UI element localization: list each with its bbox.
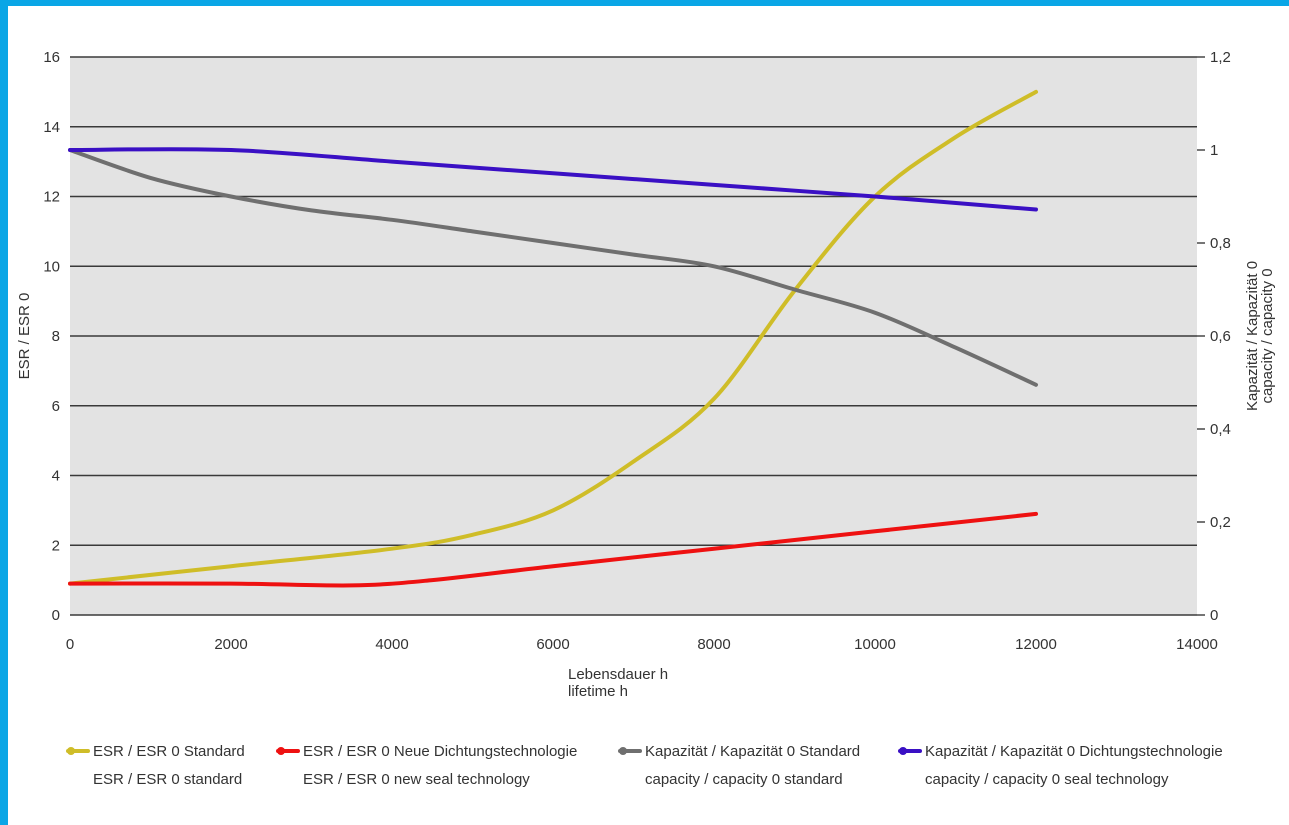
x-tick-label: 0 bbox=[66, 636, 74, 653]
y-left-tick-label: 8 bbox=[52, 328, 60, 345]
series-line-capacity-standard bbox=[68, 148, 1038, 387]
y-right-tick-label: 1 bbox=[1210, 142, 1218, 159]
y-left-tick-label: 0 bbox=[52, 607, 60, 624]
legend-label-en-capacity-seal: capacity / capacity 0 seal technology bbox=[925, 771, 1169, 788]
y-right-tick-label: 0,6 bbox=[1210, 328, 1231, 345]
y-right-axis-title: Kapazität / Kapazität 0 bbox=[1244, 261, 1261, 411]
legend-label-capacity-seal: Kapazität / Kapazität 0 Dichtungstechnol… bbox=[925, 743, 1223, 760]
y-right-tick-label: 0 bbox=[1210, 607, 1218, 624]
y-right-axis-title-en: capacity / capacity 0 bbox=[1259, 268, 1276, 403]
x-axis-title: Lebensdauer h bbox=[568, 666, 668, 683]
y-right-tick-label: 0,4 bbox=[1210, 421, 1231, 438]
series-line-capacity-seal bbox=[68, 147, 1038, 212]
legend-marker-capacity-seal bbox=[899, 747, 907, 755]
series-line-esr-new-seal bbox=[68, 511, 1038, 588]
legend-label-en-esr-standard: ESR / ESR 0 standard bbox=[93, 771, 242, 788]
y-left-tick-label: 10 bbox=[43, 258, 60, 275]
x-axis-title-en: lifetime h bbox=[568, 683, 628, 700]
legend-label-esr-standard: ESR / ESR 0 Standard bbox=[93, 743, 245, 760]
x-tick-label: 2000 bbox=[214, 636, 247, 653]
y-right-tick-label: 0,8 bbox=[1210, 235, 1231, 252]
x-tick-label: 10000 bbox=[854, 636, 896, 653]
y-left-tick-label: 6 bbox=[52, 398, 60, 415]
legend-marker-esr-standard bbox=[67, 747, 75, 755]
x-tick-label: 6000 bbox=[536, 636, 569, 653]
legend-label-capacity-standard: Kapazität / Kapazität 0 Standard bbox=[645, 743, 860, 760]
y-left-tick-label: 2 bbox=[52, 537, 60, 554]
x-tick-label: 14000 bbox=[1176, 636, 1218, 653]
series-line-esr-standard bbox=[68, 89, 1038, 586]
legend-label-en-esr-new-seal: ESR / ESR 0 new seal technology bbox=[303, 771, 530, 788]
y-left-tick-label: 4 bbox=[52, 468, 60, 485]
y-left-tick-label: 12 bbox=[43, 189, 60, 206]
y-right-tick-label: 1,2 bbox=[1210, 49, 1231, 66]
x-tick-label: 8000 bbox=[697, 636, 730, 653]
y-left-tick-label: 16 bbox=[43, 49, 60, 66]
y-left-axis-title: ESR / ESR 0 bbox=[16, 293, 33, 380]
legend-label-en-capacity-standard: capacity / capacity 0 standard bbox=[645, 771, 843, 788]
chart-frame: 0 2 4 6 8 10 12 14 16 0 0,2 0,4 0,6 0,8 1 1,2 0 2000 4000 6… bbox=[8, 6, 1289, 825]
x-tick-label: 4000 bbox=[375, 636, 408, 653]
y-right-tick-label: 0,2 bbox=[1210, 514, 1231, 531]
legend-marker-esr-new-seal bbox=[277, 747, 285, 755]
x-tick-label: 12000 bbox=[1015, 636, 1057, 653]
legend-label-esr-new-seal: ESR / ESR 0 Neue Dichtungstechnologie bbox=[303, 743, 577, 760]
y-left-tick-label: 14 bbox=[43, 119, 60, 136]
legend-marker-capacity-standard bbox=[619, 747, 627, 755]
line-chart: 0 2 4 6 8 10 12 14 16 0 0,2 0,4 0,6 0,8 1 1,2 0 2000 4000 6… bbox=[16, 49, 1276, 788]
